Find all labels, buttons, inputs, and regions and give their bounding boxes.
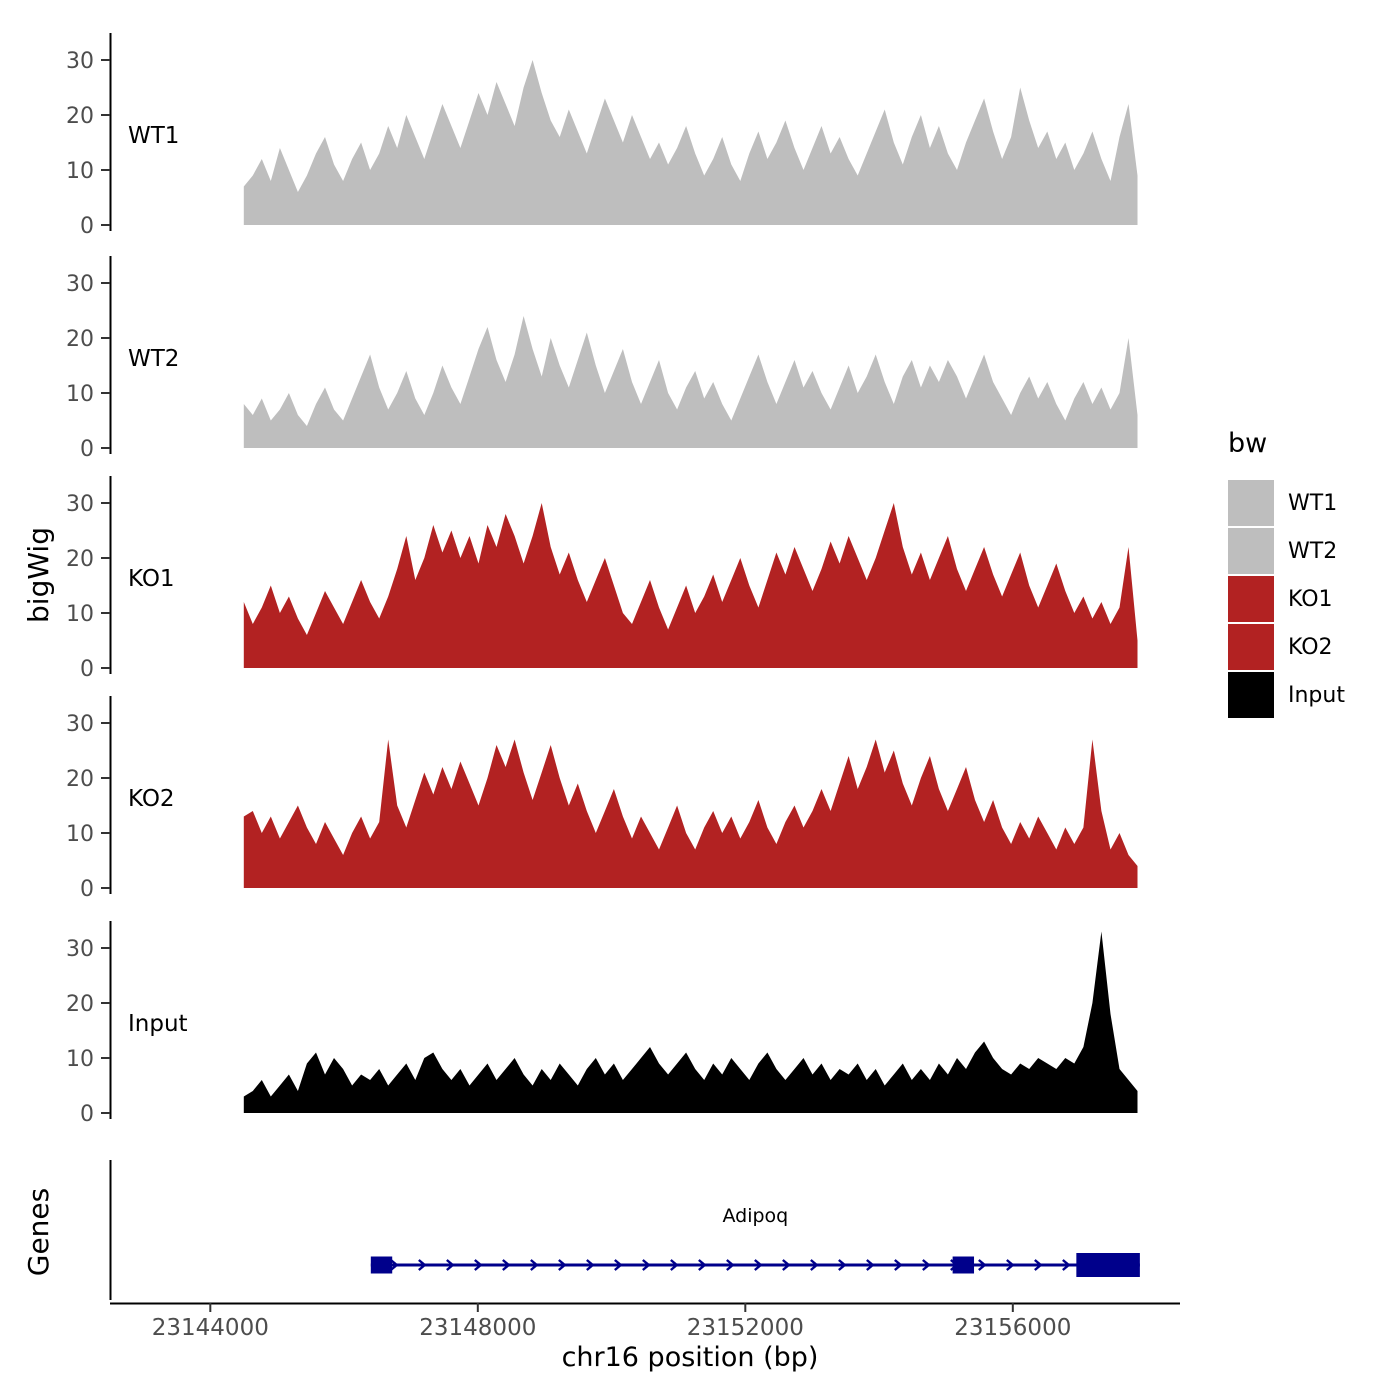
gene-strand-arrow-icon bbox=[670, 1259, 679, 1271]
legend-label: WT1 bbox=[1288, 490, 1338, 516]
genes-axis-title: Genes bbox=[22, 1187, 55, 1277]
gene-strand-arrow-icon bbox=[614, 1259, 623, 1271]
y-tick-label: 30 bbox=[66, 712, 94, 737]
y-tick-label: 20 bbox=[66, 327, 94, 352]
legend-swatch bbox=[1228, 576, 1274, 622]
gene-strand-arrow-icon bbox=[502, 1259, 511, 1271]
y-tick-label: 10 bbox=[66, 382, 94, 407]
gene-strand-arrow-icon bbox=[1062, 1259, 1071, 1271]
track-Input: 0 10 20 30 Input bbox=[66, 921, 1138, 1127]
y-tick-label: 30 bbox=[66, 492, 94, 517]
y-tick-label: 20 bbox=[66, 104, 94, 129]
y-tick-label: 0 bbox=[80, 657, 94, 682]
track-KO1: 0 10 20 30 KO1 bbox=[66, 476, 1138, 682]
track-area-WT2 bbox=[243, 316, 1138, 448]
y-tick-label: 0 bbox=[80, 214, 94, 239]
y-tick-label: 20 bbox=[66, 992, 94, 1017]
legend-items: WT1 WT2 KO1 KO2 Input bbox=[1228, 479, 1345, 719]
x-tick-label: 23152000 bbox=[687, 1315, 804, 1341]
x-tick-label: 23156000 bbox=[954, 1315, 1071, 1341]
y-tick-label: 0 bbox=[80, 437, 94, 462]
track-WT2: 0 10 20 30 WT2 bbox=[66, 256, 1138, 462]
legend-item-WT1: WT1 bbox=[1228, 479, 1345, 527]
y-axis-title: bigWig bbox=[22, 527, 55, 623]
gene-strand-arrow-icon bbox=[474, 1259, 483, 1271]
y-tick-label: 10 bbox=[66, 1047, 94, 1072]
track-label-KO2: KO2 bbox=[128, 786, 175, 812]
legend-item-WT2: WT2 bbox=[1228, 527, 1345, 575]
y-tick-label: 10 bbox=[66, 822, 94, 847]
legend-swatch bbox=[1228, 480, 1274, 526]
gene-exon bbox=[1076, 1253, 1140, 1277]
legend-swatch bbox=[1228, 624, 1274, 670]
track-WT1: 0 10 20 30 WT1 bbox=[66, 33, 1138, 239]
y-tick-label: 0 bbox=[80, 877, 94, 902]
y-tick-label: 10 bbox=[66, 602, 94, 627]
legend-label: KO2 bbox=[1288, 634, 1333, 660]
gene-strand-arrow-icon bbox=[558, 1259, 567, 1271]
gene-exon bbox=[952, 1256, 975, 1274]
legend-swatch bbox=[1228, 672, 1274, 718]
gene-strand-arrow-icon bbox=[390, 1259, 399, 1271]
gene-strand-arrow-icon bbox=[978, 1259, 987, 1271]
gene-strand-arrow-icon bbox=[586, 1259, 595, 1271]
track-area-KO1 bbox=[243, 503, 1138, 668]
legend-title: bw bbox=[1228, 428, 1268, 459]
y-tick-label: 20 bbox=[66, 767, 94, 792]
legend-item-KO2: KO2 bbox=[1228, 623, 1345, 671]
x-axis: 23144000 23148000 23152000 23156000 bbox=[110, 1302, 1180, 1341]
x-tick-label: 23148000 bbox=[419, 1315, 536, 1341]
gene-exon bbox=[370, 1256, 393, 1274]
gene-strand-arrow-icon bbox=[642, 1259, 651, 1271]
gene-strand-arrow-icon bbox=[810, 1259, 819, 1271]
y-tick-label: 20 bbox=[66, 547, 94, 572]
legend-item-Input: Input bbox=[1228, 671, 1345, 719]
gene-strand-arrow-icon bbox=[446, 1259, 455, 1271]
gene-strand-arrow-icon bbox=[698, 1259, 707, 1271]
gene-strand-arrow-icon bbox=[1034, 1259, 1043, 1271]
track-label-WT2: WT2 bbox=[128, 346, 179, 372]
legend-label: WT2 bbox=[1288, 538, 1338, 564]
y-tick-label: 0 bbox=[80, 1102, 94, 1127]
track-label-KO1: KO1 bbox=[128, 566, 175, 592]
gene-strand-arrow-icon bbox=[894, 1259, 903, 1271]
genes-track: Adipoq bbox=[109, 1160, 1140, 1300]
track-area-Input bbox=[243, 931, 1138, 1113]
track-label-WT1: WT1 bbox=[128, 123, 179, 149]
x-tick-label: 23144000 bbox=[152, 1315, 269, 1341]
gene-strand-arrow-icon bbox=[726, 1259, 735, 1271]
gene-strand-arrow-icon bbox=[530, 1259, 539, 1271]
legend-swatch bbox=[1228, 528, 1274, 574]
y-tick-label: 30 bbox=[66, 49, 94, 74]
gene-name-label: Adipoq bbox=[722, 1205, 788, 1227]
legend-item-KO1: KO1 bbox=[1228, 575, 1345, 623]
x-axis-title: chr16 position (bp) bbox=[561, 1342, 819, 1373]
y-tick-label: 30 bbox=[66, 937, 94, 962]
gene-strand-arrow-icon bbox=[838, 1259, 847, 1271]
gene-strand-arrow-icon bbox=[754, 1259, 763, 1271]
track-label-Input: Input bbox=[128, 1011, 188, 1037]
track-area-KO2 bbox=[243, 739, 1138, 888]
track-KO2: 0 10 20 30 KO2 bbox=[66, 696, 1138, 902]
gene-strand-arrow-icon bbox=[782, 1259, 791, 1271]
y-tick-label: 30 bbox=[66, 272, 94, 297]
legend-label: Input bbox=[1288, 682, 1345, 708]
legend: bw WT1 WT2 KO1 KO2 Input bbox=[1228, 428, 1345, 719]
gene-strand-arrow-icon bbox=[1006, 1259, 1015, 1271]
legend-label: KO1 bbox=[1288, 586, 1333, 612]
gene-strand-arrow-icon bbox=[922, 1259, 931, 1271]
gene-strand-arrow-icon bbox=[866, 1259, 875, 1271]
y-tick-label: 10 bbox=[66, 159, 94, 184]
track-area-WT1 bbox=[243, 60, 1138, 225]
gene-strand-arrow-icon bbox=[418, 1259, 427, 1271]
